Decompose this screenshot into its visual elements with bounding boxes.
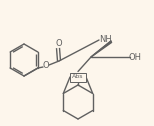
Polygon shape [91,41,111,57]
Text: O: O [43,61,49,71]
FancyBboxPatch shape [70,72,86,82]
Text: NH: NH [100,36,112,44]
Text: O: O [56,39,62,48]
Text: Abs: Abs [72,74,84,80]
Text: OH: OH [128,53,142,61]
